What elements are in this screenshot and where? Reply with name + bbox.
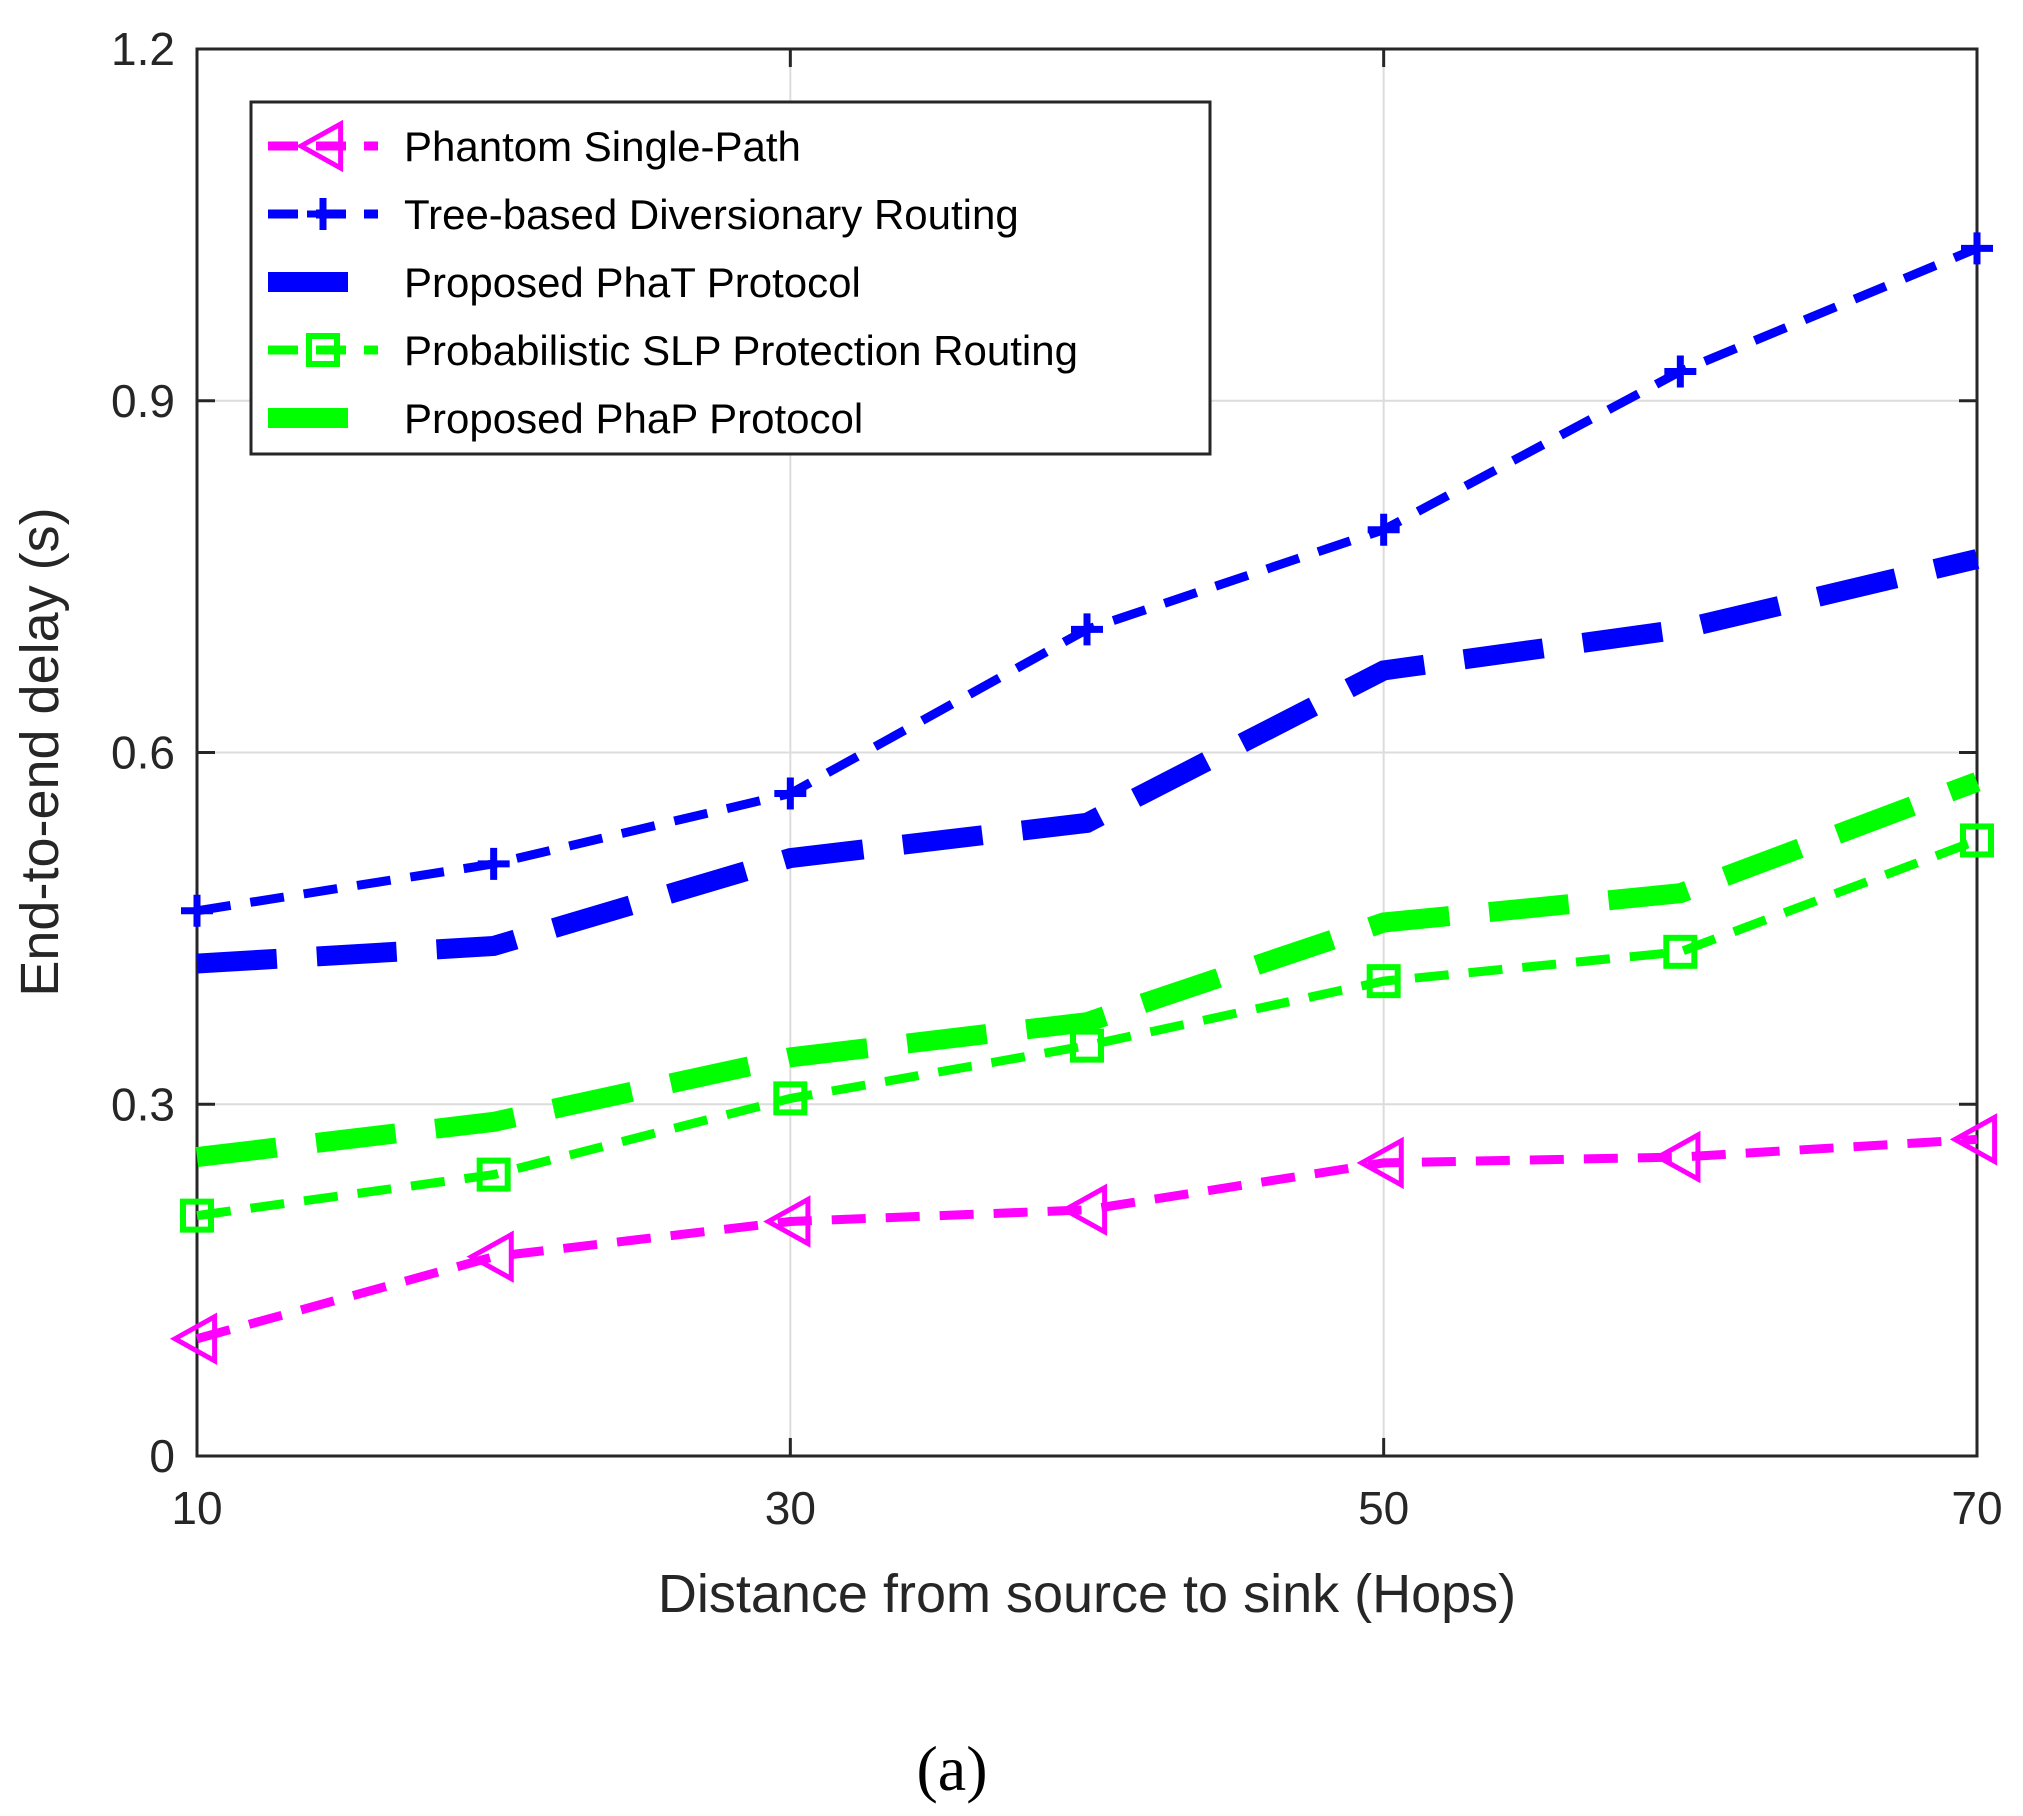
plus-marker	[774, 777, 807, 810]
triangle-marker	[295, 119, 344, 173]
y-axis-title: End-to-end delay (s)	[10, 507, 70, 996]
series-4	[180, 823, 1994, 1233]
square-marker	[1663, 934, 1698, 969]
y-tick-label: 0.9	[111, 375, 175, 427]
triangle-marker	[466, 1230, 514, 1283]
legend: Phantom Single-Path Tree-based Diversiona…	[249, 100, 1212, 456]
y-tick-label: 1.2	[111, 23, 175, 75]
triangle-marker	[1653, 1130, 1701, 1184]
y-tick-label: 0.3	[111, 1078, 175, 1130]
plus-marker	[1961, 232, 1993, 265]
legend-label: Phantom Single-Path	[404, 123, 801, 170]
legend-label: Probabilistic SLP Protection Routing	[404, 327, 1078, 374]
legend-label: Proposed PhaP Protocol	[404, 395, 863, 442]
plus-marker	[1664, 355, 1697, 388]
x-tick-label: 70	[1951, 1482, 2002, 1534]
legend-item-5: Proposed PhaP Protocol	[268, 395, 863, 442]
x-tick-label: 10	[171, 1482, 222, 1534]
figure-caption: (a)	[916, 1733, 987, 1804]
plus-marker	[181, 894, 213, 927]
legend-label: Proposed PhaT Protocol	[404, 259, 861, 306]
x-axis-title: Distance from source to sink (Hops)	[658, 1564, 1516, 1624]
y-tick-label: 0.6	[111, 727, 175, 779]
plus-marker	[1367, 513, 1400, 546]
square-marker	[180, 1198, 214, 1233]
plus-marker	[477, 847, 510, 880]
series-line	[195, 772, 1981, 1167]
square-marker	[306, 333, 340, 367]
square-marker	[773, 1081, 808, 1116]
square-marker	[476, 1157, 511, 1192]
plus-marker	[307, 198, 339, 230]
x-tick-label: 50	[1358, 1482, 1409, 1534]
series-line	[196, 836, 1979, 1221]
square-marker	[1960, 823, 1994, 858]
legend-box	[249, 100, 1212, 456]
legend-item-4: Probabilistic SLP Protection Routing	[268, 327, 1078, 374]
triangle-marker	[1356, 1136, 1404, 1190]
series-3	[196, 549, 1980, 974]
axis-ticks: 10 30 50 70 0 0.3 0.6 0.9 1.2	[111, 23, 2003, 1534]
triangle-marker	[1949, 1113, 1998, 1166]
series-5	[195, 772, 1981, 1167]
series-layer	[169, 232, 1998, 1365]
legend-item-3: Proposed PhaT Protocol	[268, 259, 861, 306]
series-2	[181, 232, 1993, 927]
triangle-marker	[763, 1195, 811, 1248]
legend-item-1: Phantom Single-Path	[268, 119, 801, 173]
series-1	[169, 1113, 1998, 1365]
triangle-marker	[169, 1312, 218, 1365]
y-tick-label: 0	[149, 1430, 175, 1482]
legend-item-2: Tree-based Diversionary Routing	[268, 191, 1019, 238]
plus-marker	[1071, 613, 1103, 646]
series-line	[196, 549, 1980, 974]
square-marker	[1366, 964, 1401, 999]
triangle-marker	[1059, 1183, 1108, 1237]
x-tick-label: 30	[765, 1482, 816, 1534]
legend-label: Tree-based Diversionary Routing	[404, 191, 1019, 238]
